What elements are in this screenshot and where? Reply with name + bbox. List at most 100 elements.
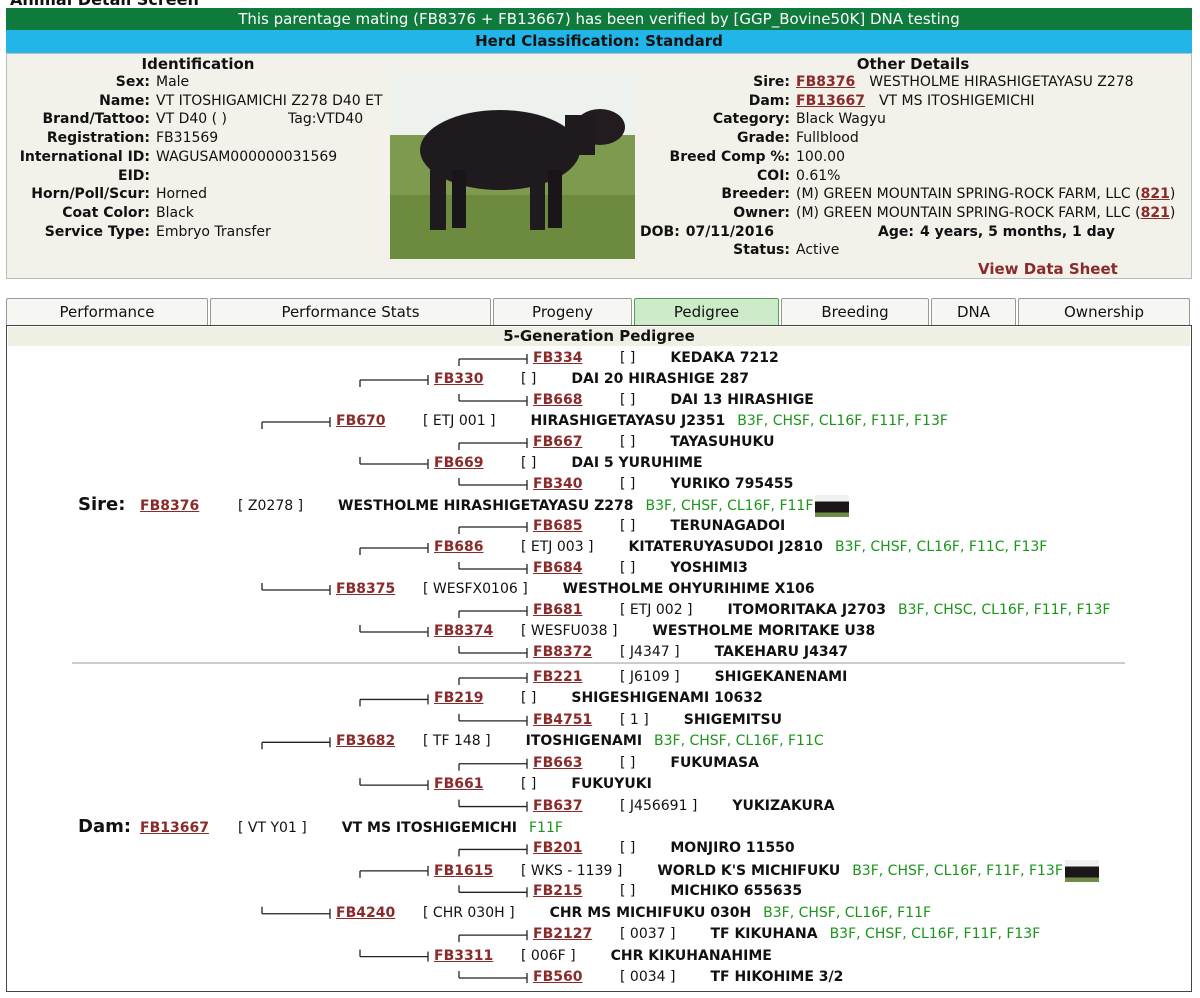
- registration: [ ETJ 003 ]: [521, 539, 594, 555]
- animal-link[interactable]: FB8372: [533, 644, 593, 660]
- age-value: 4 years, 5 months, 1 day: [919, 223, 1115, 240]
- field-value: VT D40 ( ): [156, 111, 227, 128]
- animal-link[interactable]: FB215: [533, 883, 583, 900]
- tab[interactable]: Pedigree: [634, 298, 779, 326]
- animal-link[interactable]: FB330: [434, 371, 484, 387]
- field-label: Horn/Poll/Scur:: [31, 186, 150, 203]
- registration: [ VT Y01 ]: [238, 820, 307, 836]
- animal-name: CHR MS MICHIFUKU 030H: [549, 904, 752, 921]
- registration: [ 0034 ]: [620, 969, 676, 986]
- age: Age: 4 years, 5 months, 1 day: [878, 224, 1115, 240]
- breeder-link[interactable]: 821: [1140, 186, 1170, 203]
- animal-link[interactable]: FB13667: [796, 92, 865, 109]
- animal-link[interactable]: FB560: [533, 969, 583, 986]
- animal-link[interactable]: FB1615: [434, 862, 494, 879]
- registration: [ ]: [620, 518, 636, 534]
- field-value: VT ITOSHIGAMICHI Z278 D40 ET: [156, 92, 383, 109]
- registration: [ ]: [620, 434, 636, 450]
- tab[interactable]: Performance Stats: [210, 298, 491, 326]
- animal-link[interactable]: FB669: [434, 455, 484, 471]
- pedigree-row: FB681 [ ETJ 002 ] ITOMORITAKA J2703 B3F, CH…: [533, 600, 1110, 620]
- field-label: Grade:: [737, 130, 790, 147]
- field-value: FB8376 WESTHOLME HIRASHIGETAYASU Z278: [796, 74, 1134, 90]
- verification-banner: This parentage mating (FB8376 + FB13667)…: [6, 8, 1192, 30]
- animal-link[interactable]: FB686: [434, 539, 484, 555]
- tab[interactable]: Ownership: [1018, 298, 1190, 326]
- animal-name: TF HIKOHIME 3/2: [710, 969, 844, 986]
- field-value: Male: [156, 74, 190, 90]
- registration: [ ]: [620, 350, 636, 366]
- animal-link[interactable]: FB684: [533, 560, 583, 576]
- traits: B3F, CHSF, CL16F, F11F, F13F: [829, 926, 1041, 943]
- pedigree-row: FB686 [ ETJ 003 ] KITATERUYASUDOI J2810 B3F…: [434, 537, 1047, 557]
- pedigree-row: FB340 [ ] YURIKO 795455: [533, 474, 793, 494]
- animal-name: WESTHOLME HIRASHIGETAYASU Z278: [869, 74, 1134, 90]
- field-label: Brand/Tattoo:: [42, 111, 150, 128]
- field-value: Horned: [156, 186, 207, 203]
- animal-link[interactable]: FB2127: [533, 926, 593, 943]
- animal-link[interactable]: FB3682: [336, 733, 396, 750]
- animal-link[interactable]: FB668: [533, 392, 583, 408]
- animal-link[interactable]: FB681: [533, 602, 583, 618]
- animal-link[interactable]: FB340: [533, 476, 583, 492]
- animal-name: FUKUYUKI: [571, 776, 652, 793]
- pedigree-row: FB2127 [ 0037 ] TF KIKUHANA B3F, CHSF, CL16…: [533, 924, 1040, 944]
- pedigree-row: FB637 [ J456691 ] YUKIZAKURA: [533, 796, 835, 816]
- dob: DOB: 07/11/2016: [640, 224, 774, 240]
- registration: [ ]: [521, 776, 537, 793]
- animal-name: DAI 20 HIRASHIGE 287: [571, 371, 749, 387]
- animal-link[interactable]: FB637: [533, 797, 583, 814]
- pedigree-row: FB670 [ ETJ 001 ] HIRASHIGETAYASU J2351 B3F…: [336, 411, 948, 431]
- registration: [ ]: [521, 690, 537, 707]
- animal-link[interactable]: FB4240: [336, 904, 396, 921]
- animal-name: WORLD K'S MICHIFUKU: [657, 862, 841, 879]
- animal-link[interactable]: FB670: [336, 413, 386, 429]
- registration: [ ]: [620, 392, 636, 408]
- animal-link[interactable]: FB3311: [434, 947, 494, 964]
- data-sheet-link[interactable]: View Data Sheet: [978, 260, 1118, 278]
- animal-link[interactable]: FB221: [533, 669, 583, 685]
- field-label: Dam:: [748, 92, 790, 109]
- animal-name: TERUNAGADOI: [670, 518, 786, 534]
- pedigree-row: FB8372 [ J4347 ] TAKEHARU J4347: [533, 642, 848, 662]
- pedigree-row: Sire: FB8376 [ Z0278 ] WESTHOLME HIRASHIGET…: [78, 495, 850, 517]
- animal-link[interactable]: FB201: [533, 840, 583, 857]
- animal-link[interactable]: FB8375: [336, 581, 396, 597]
- animal-link[interactable]: FB667: [533, 434, 583, 450]
- animal-link[interactable]: FB219: [434, 690, 484, 707]
- animal-link[interactable]: FB661: [434, 776, 484, 793]
- animal-link[interactable]: FB685: [533, 518, 583, 534]
- traits: F11F: [529, 820, 563, 836]
- pedigree-row: FB668 [ ] DAI 13 HIRASHIGE: [533, 390, 814, 410]
- animal-link[interactable]: FB4751: [533, 711, 593, 728]
- registration: [ ]: [620, 883, 636, 900]
- animal-name: CHR KIKUHANAHIME: [610, 947, 772, 964]
- animal-photo: [390, 75, 635, 259]
- tab[interactable]: Performance: [6, 298, 208, 326]
- field-value: Tag:VTD40: [288, 111, 364, 128]
- animal-link[interactable]: FB663: [533, 754, 583, 771]
- field-value: (M) GREEN MOUNTAIN SPRING-ROCK FARM, LLC…: [796, 186, 1175, 202]
- breeder-link[interactable]: 821: [1140, 204, 1170, 221]
- field-value: WAGUSAM000000031569: [156, 148, 338, 165]
- pedigree-row: FB1615 [ WKS - 1139 ] WORLD K'S MICHIFUKU B…: [434, 859, 1099, 882]
- animal-name: FUKUMASA: [670, 754, 759, 771]
- field-label: COI:: [757, 167, 790, 184]
- traits: B3F, CHSF, CL16F, F11F, F13F: [852, 862, 1063, 879]
- pedigree-row: FB4751 [ 1 ] SHIGEMITSU: [533, 710, 782, 730]
- registration: [ ]: [620, 840, 636, 857]
- tab-bar: Performance Performance Stats Progeny Pedig…: [6, 298, 1192, 326]
- pedigree-row: FB684 [ ] YOSHIMI3: [533, 558, 748, 578]
- animal-link[interactable]: FB8376: [140, 498, 200, 514]
- animal-link[interactable]: FB13667: [140, 820, 209, 836]
- value-text: (M) GREEN MOUNTAIN SPRING-ROCK FARM, LLC…: [796, 204, 1141, 221]
- animal-link[interactable]: FB8374: [434, 623, 494, 639]
- animal-link[interactable]: FB8376: [796, 74, 856, 90]
- animal-link[interactable]: FB334: [533, 350, 583, 366]
- value-text: ): [1169, 186, 1176, 203]
- pedigree-row: FB667 [ ] TAYASUHUKU: [533, 432, 774, 452]
- animal-name: YUKIZAKURA: [732, 797, 835, 814]
- value-text: (M) GREEN MOUNTAIN SPRING-ROCK FARM, LLC…: [796, 186, 1141, 203]
- animal-name: ITOSHIGENAMI: [525, 733, 643, 750]
